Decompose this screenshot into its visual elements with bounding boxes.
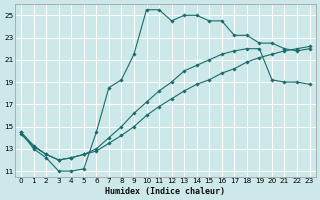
X-axis label: Humidex (Indice chaleur): Humidex (Indice chaleur) [105, 187, 225, 196]
